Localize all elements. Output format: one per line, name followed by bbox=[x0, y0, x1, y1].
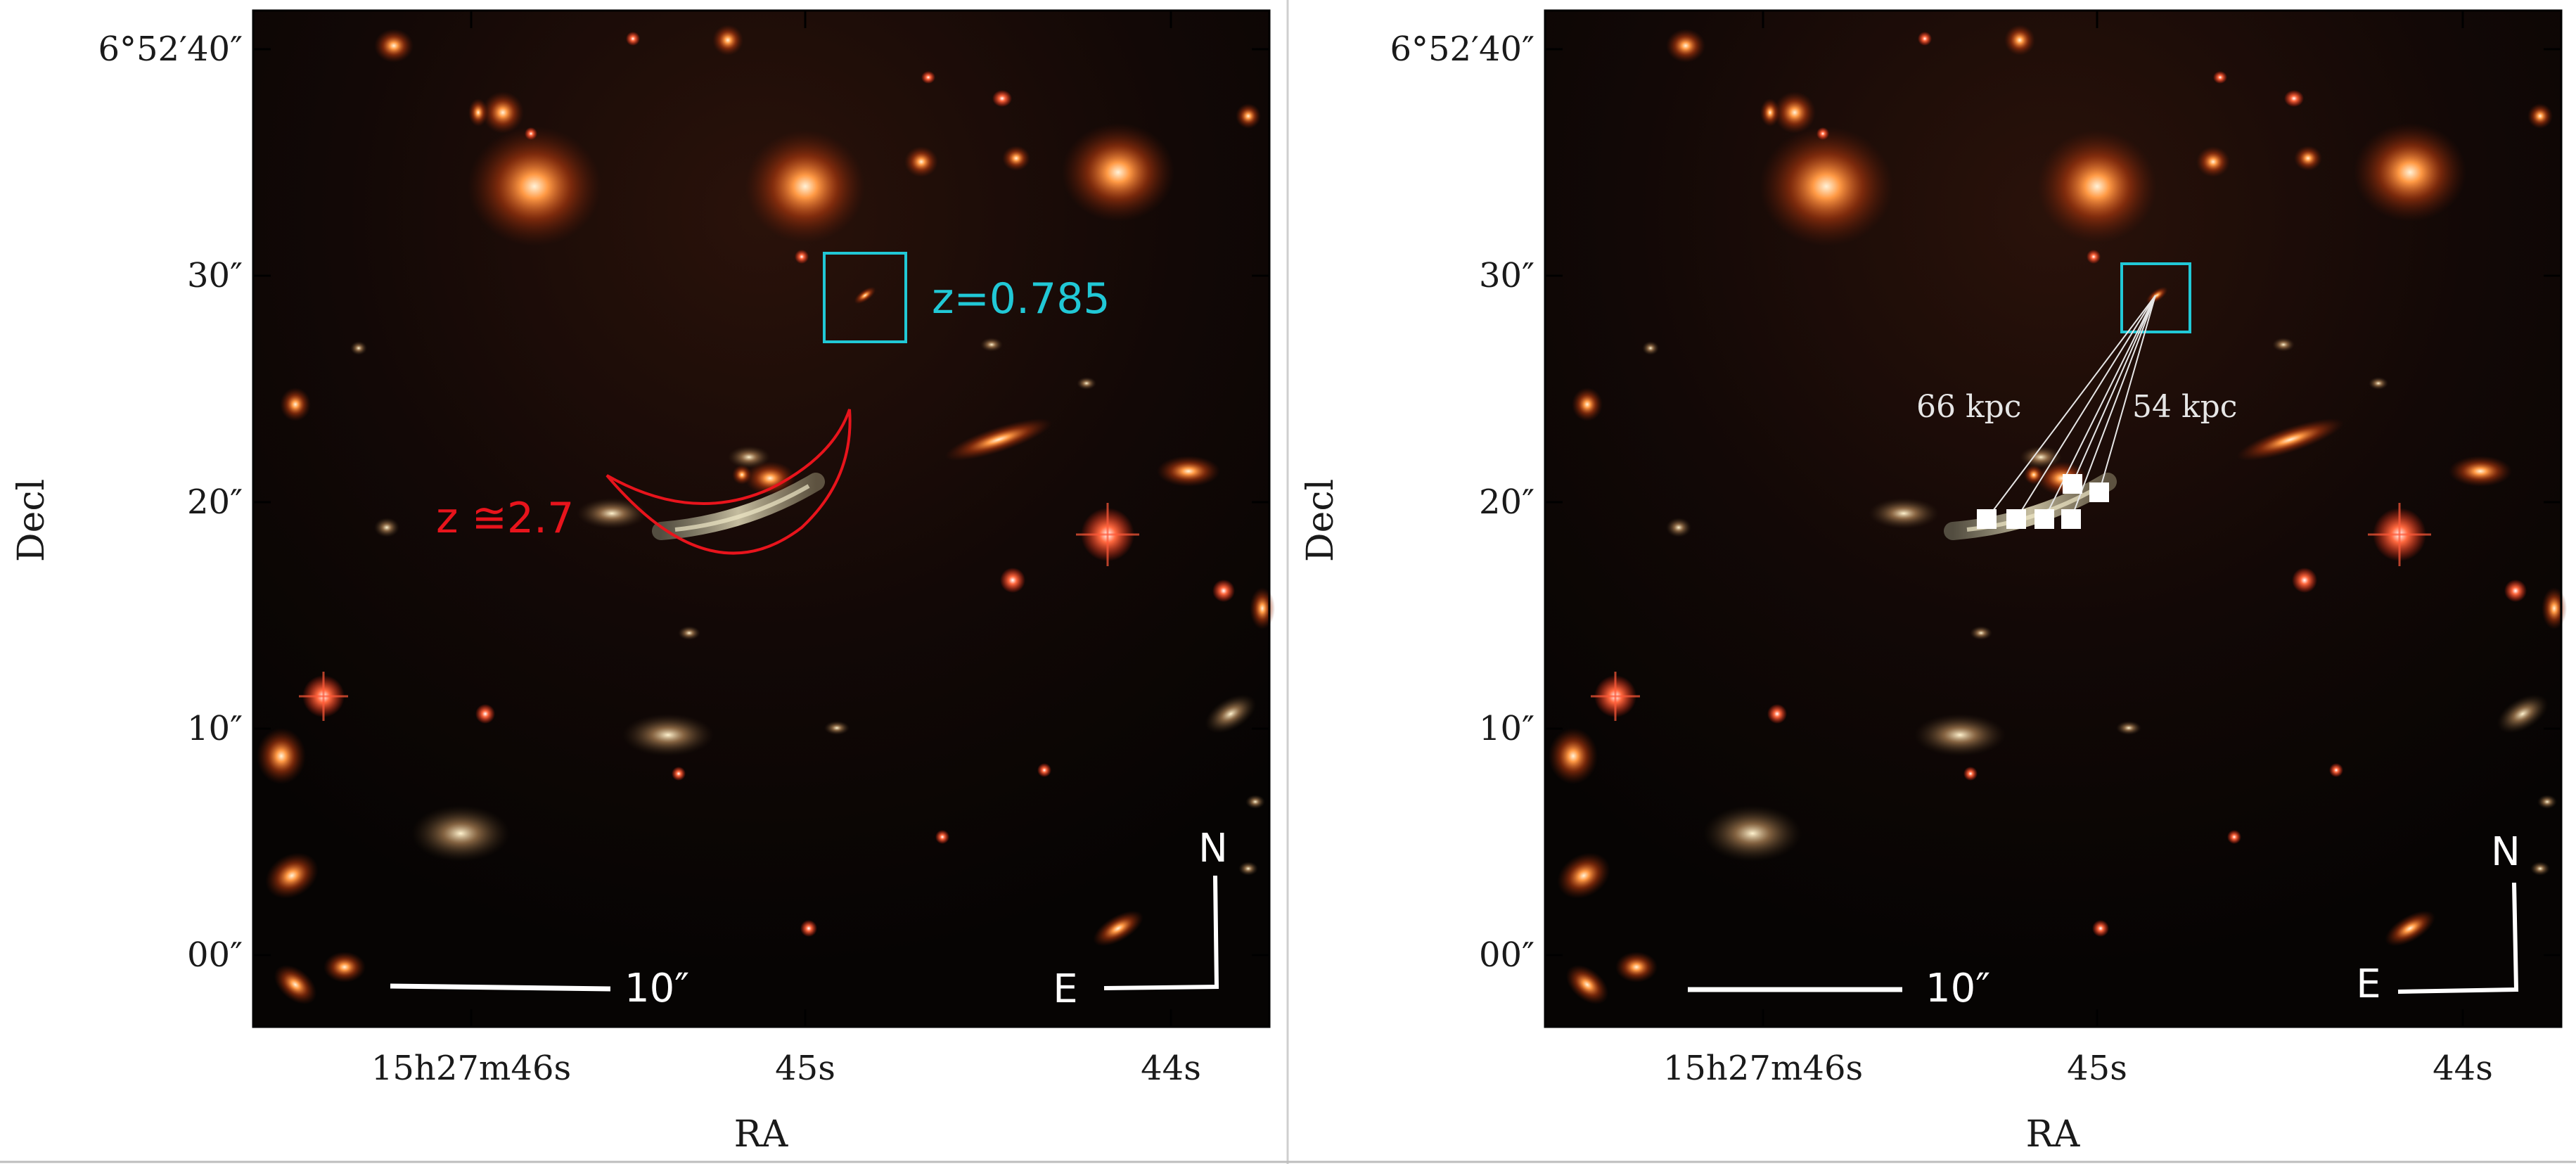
left-panel: 6°52′40″ 30″ 20″ 10″ 00″ 15h27m46s 45s 4… bbox=[11, 11, 1275, 1156]
left-compass bbox=[1103, 875, 1219, 990]
right-xtick-0: 15h27m46s bbox=[1663, 1049, 1863, 1088]
left-xtick-0: 15h27m46s bbox=[371, 1049, 571, 1088]
left-xtick-1: 45s bbox=[775, 1049, 835, 1088]
left-box-label: z=0.785 bbox=[932, 274, 1110, 324]
right-compass-e: E bbox=[2356, 961, 2380, 1007]
right-scalebar-label: 10″ bbox=[1925, 966, 1990, 1011]
right-ytick-3: 10″ bbox=[1479, 709, 1534, 748]
right-ylabel: Decl bbox=[1300, 479, 1342, 562]
right-ytick-4: 00″ bbox=[1479, 935, 1534, 975]
right-distance-lines bbox=[1986, 295, 2156, 520]
left-arc-label: z ≅2.7 bbox=[436, 494, 574, 543]
right-frame bbox=[1544, 9, 2563, 1028]
left-ytick-4: 00″ bbox=[187, 935, 243, 975]
right-ytick-2: 20″ bbox=[1479, 482, 1534, 522]
left-xtick-2: 44s bbox=[1141, 1049, 1201, 1088]
left-ytick-1: 30″ bbox=[187, 256, 243, 295]
left-tick-marks bbox=[253, 11, 1269, 1027]
left-xlabel: RA bbox=[734, 1113, 789, 1156]
right-position-markers bbox=[1977, 474, 2109, 529]
left-scalebar-label: 10″ bbox=[624, 966, 689, 1011]
left-compass-n: N bbox=[1198, 826, 1228, 871]
right-sky-image bbox=[1545, 11, 2567, 1027]
left-ytick-0: 6°52′40″ bbox=[98, 30, 243, 69]
right-tick-marks bbox=[1545, 11, 2561, 1027]
right-distance-right-label: 54 kpc bbox=[2132, 389, 2237, 425]
right-xlabel: RA bbox=[2026, 1113, 2081, 1156]
left-sky-image bbox=[253, 11, 1275, 1027]
left-cyan-box bbox=[823, 252, 907, 343]
left-frame bbox=[252, 9, 1271, 1028]
right-panel: 6°52′40″ 30″ 20″ 10″ 00″ 15h27m46s 45s 4… bbox=[1300, 11, 2567, 1156]
right-xtick-2: 44s bbox=[2433, 1049, 2493, 1088]
left-ylabel: Decl bbox=[11, 479, 53, 562]
left-ytick-3: 10″ bbox=[187, 709, 243, 748]
right-ytick-1: 30″ bbox=[1479, 256, 1534, 295]
right-cyan-box bbox=[2120, 262, 2191, 333]
right-xtick-1: 45s bbox=[2067, 1049, 2127, 1088]
left-ytick-2: 20″ bbox=[187, 482, 243, 522]
left-compass-e: E bbox=[1053, 966, 1077, 1012]
right-compass bbox=[2397, 882, 2519, 994]
left-arc-outline bbox=[605, 409, 852, 555]
right-ytick-0: 6°52′40″ bbox=[1390, 30, 1534, 69]
right-compass-n: N bbox=[2491, 829, 2520, 875]
right-distance-left-label: 66 kpc bbox=[1916, 389, 2021, 425]
left-scalebar bbox=[390, 983, 611, 992]
